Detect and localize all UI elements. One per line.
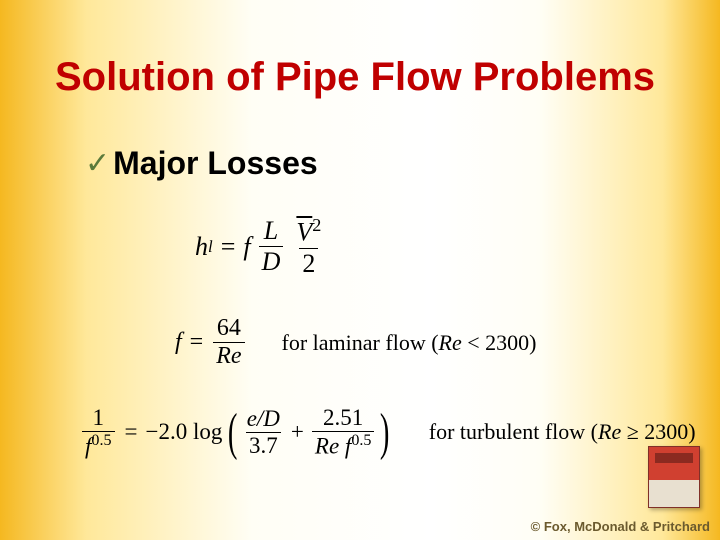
equation-head-loss: hl = f L D V2 2 <box>195 215 326 279</box>
bullet-text: Major Losses <box>113 145 318 182</box>
slide-title: Solution of Pipe Flow Problems <box>55 55 655 100</box>
textbook-cover-icon <box>648 446 700 508</box>
turbulent-condition: for turbulent flow (Re ≥ 2300) <box>429 419 696 445</box>
laminar-condition: for laminar flow (Re < 2300) <box>282 330 537 356</box>
equation-turbulent: 1 f0.5 = −2.0 log ( e/D 3.7 + 2.51 Re f0… <box>80 405 696 460</box>
bullet-major-losses: ✓ Major Losses <box>85 145 318 182</box>
copyright-text: © Fox, McDonald & Pritchard <box>531 519 710 534</box>
check-icon: ✓ <box>85 146 110 181</box>
equation-laminar: f = 64 Re for laminar flow (Re < 2300) <box>175 315 536 370</box>
